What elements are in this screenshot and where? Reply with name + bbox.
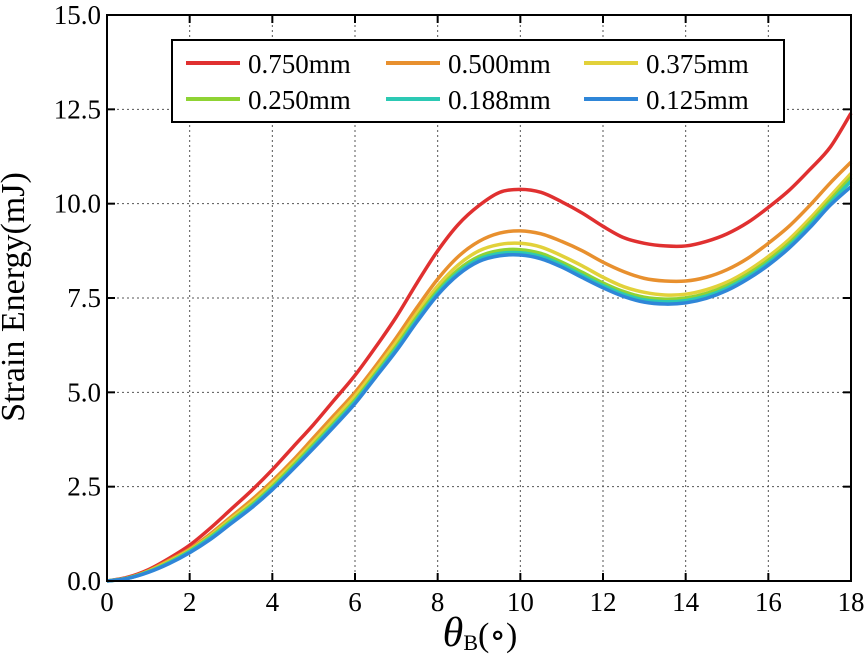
legend-label: 0.750mm: [248, 49, 351, 79]
legend-label: 0.250mm: [248, 85, 351, 115]
x-tick-label: 16: [755, 587, 782, 617]
legend-box: [171, 39, 785, 123]
x-axis-symbol: θ: [443, 610, 464, 655]
x-tick-label: 2: [183, 587, 197, 617]
x-axis-title: θB(∘): [443, 610, 518, 655]
y-tick-label: 7.5: [67, 283, 101, 313]
x-axis-unit: (∘): [478, 617, 517, 654]
y-tick-label: 10.0: [54, 189, 101, 219]
legend: 0.750mm 0.500mm 0.375mm 0.250mm 0.188mm 0.125…: [171, 39, 785, 123]
y-tick-label: 15.0: [54, 0, 101, 30]
series-line-0.500mm: [106, 160, 853, 583]
legend-label: 0.125mm: [646, 85, 749, 115]
y-tick-label: 5.0: [67, 377, 101, 407]
x-axis-subscript: B: [463, 630, 478, 655]
y-tick-label: 2.5: [67, 472, 101, 502]
x-tick-label: 0: [100, 587, 114, 617]
series-line-0.750mm: [106, 112, 853, 583]
legend-label: 0.188mm: [448, 85, 551, 115]
x-tick-label: 10: [507, 587, 534, 617]
x-tick-label: 18: [838, 587, 865, 617]
series-line-0.125mm: [106, 185, 853, 583]
x-tick-label: 4: [266, 587, 280, 617]
x-tick-label: 6: [348, 587, 362, 617]
x-tick-label: 8: [431, 587, 445, 617]
legend-label: 0.375mm: [646, 49, 749, 79]
y-axis-title: Strain Energy(mJ): [0, 172, 32, 422]
y-tick-label: 12.5: [54, 94, 101, 124]
series-layer: [106, 112, 853, 583]
legend-label: 0.500mm: [448, 49, 551, 79]
y-tick-label: 0.0: [67, 566, 101, 596]
ticks-layer: 0 2 4 6 8 10 12 14 16 18 0.0 2.5 5.0 7.5 10.0 12.5 15.0: [54, 0, 865, 617]
x-tick-label: 12: [590, 587, 617, 617]
x-tick-label: 14: [672, 587, 700, 617]
